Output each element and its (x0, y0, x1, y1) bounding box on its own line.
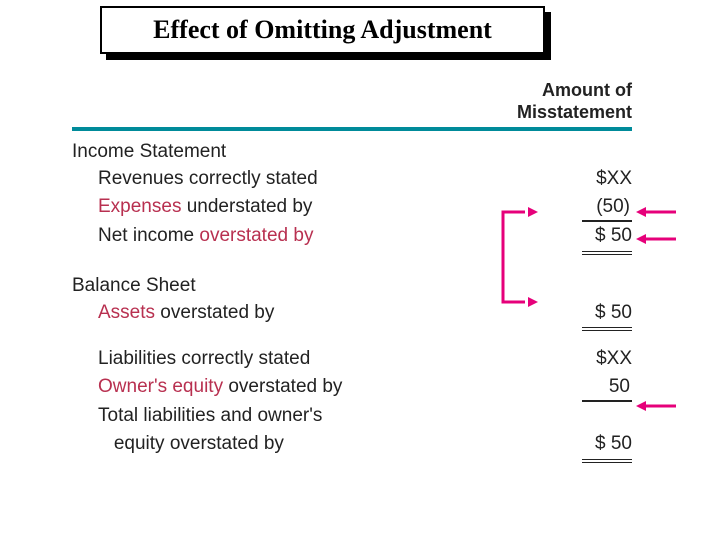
sections-container: Income StatementRevenues correctly state… (72, 141, 652, 476)
line-item: Assets overstated by$ 50 (72, 299, 632, 332)
line-item: Liabilities correctly stated$XX (72, 345, 632, 373)
highlight-text: Expenses (98, 196, 181, 217)
line-item: Net income overstated by$ 50 (72, 222, 632, 255)
line-value: $ 50 (552, 222, 632, 255)
line-value: $ 50 (552, 430, 632, 463)
header-divider (72, 127, 632, 131)
line-label: Owner's equity overstated by (98, 373, 552, 403)
line-label: Revenues correctly stated (98, 165, 552, 193)
line-value: $ 50 (552, 299, 632, 332)
title-box: Effect of Omitting Adjustment (100, 6, 545, 54)
line-label: Liabilities correctly stated (98, 345, 552, 373)
line-label: Net income overstated by (98, 222, 552, 255)
line-value: $XX (552, 345, 632, 373)
header-line2: Misstatement (517, 102, 632, 122)
line-value (552, 402, 632, 430)
section-spacer (72, 463, 652, 477)
highlight-text: Owner's equity (98, 376, 223, 397)
line-item: Revenues correctly stated$XX (72, 165, 632, 193)
line-value: (50) (552, 193, 632, 223)
line-value: $XX (552, 165, 632, 193)
highlight-text: overstated by (199, 225, 313, 246)
page-title: Effect of Omitting Adjustment (153, 15, 492, 45)
section-spacer (72, 331, 652, 345)
section-spacer (72, 255, 652, 269)
line-label: Expenses understated by (98, 193, 552, 223)
content-region: Amount of Misstatement Income StatementR… (72, 80, 652, 477)
line-label: Assets overstated by (98, 299, 552, 332)
column-header-row: Amount of Misstatement (72, 80, 652, 123)
line-item: Expenses understated by(50) (72, 193, 632, 223)
line-label: equity overstated by (98, 430, 552, 463)
column-header: Amount of Misstatement (517, 80, 632, 123)
section-heading: Income Statement (72, 141, 652, 163)
line-item: Owner's equity overstated by50 (72, 373, 632, 403)
line-item: Total liabilities and owner's (72, 402, 632, 430)
header-line1: Amount of (542, 80, 632, 100)
section-heading: Balance Sheet (72, 275, 652, 297)
line-label: Total liabilities and owner's (98, 402, 552, 430)
line-value: 50 (552, 373, 632, 403)
highlight-text: Assets (98, 302, 155, 323)
line-item: equity overstated by$ 50 (72, 430, 632, 463)
